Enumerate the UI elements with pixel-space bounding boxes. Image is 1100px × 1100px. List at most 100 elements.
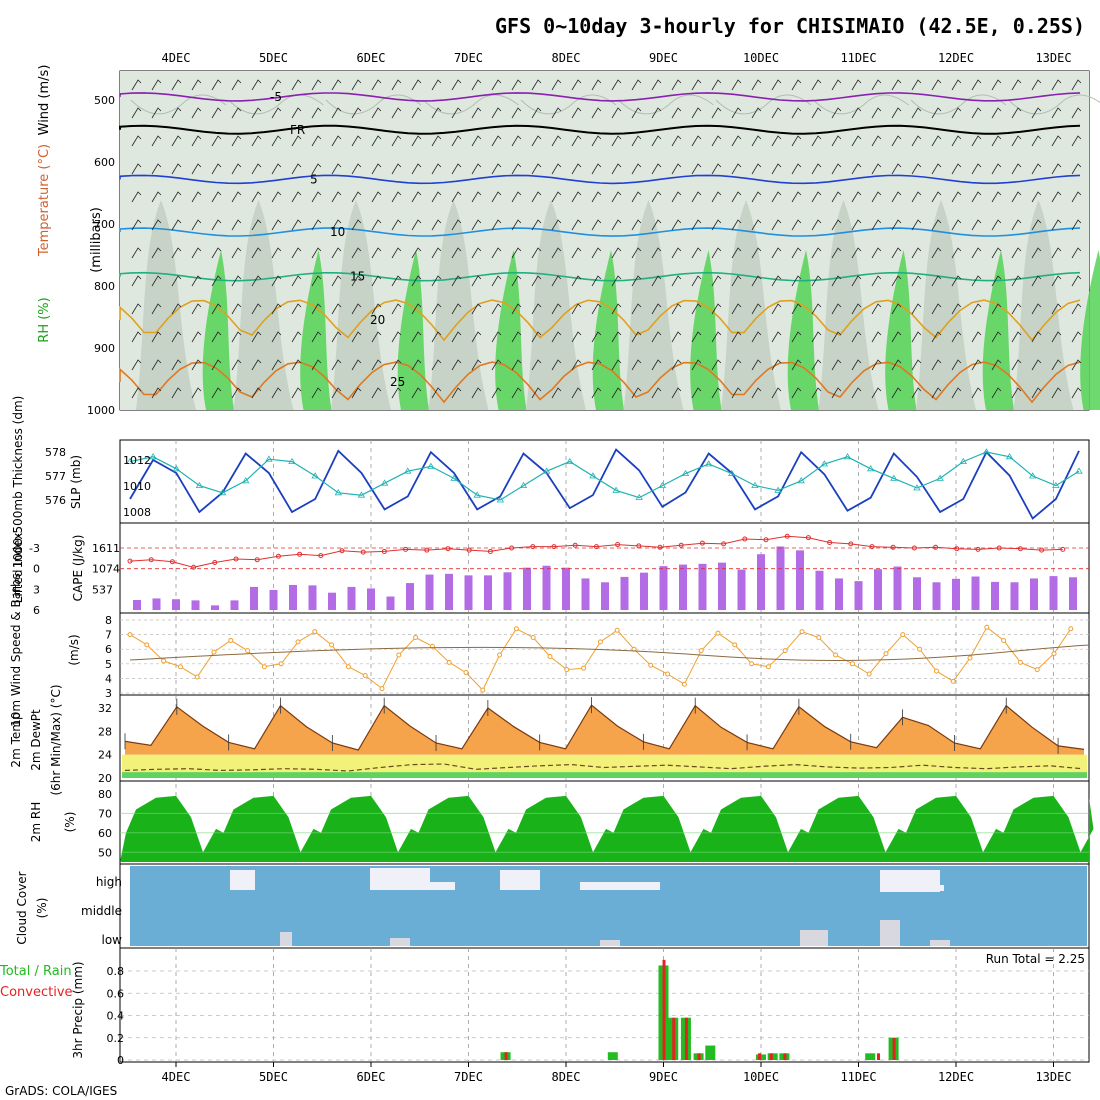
wind-barb (831, 331, 842, 343)
wind-barb (151, 135, 162, 147)
li-marker (381, 548, 387, 554)
wind-barb (611, 247, 622, 259)
wind-barb (291, 219, 302, 231)
cape-bar (464, 575, 473, 610)
wind-barb (371, 79, 382, 91)
wind-barb (751, 107, 762, 119)
wind-speed-marker (413, 635, 419, 641)
wind-barb (791, 303, 802, 315)
wind-barb (791, 79, 802, 91)
cape-bar (1030, 578, 1038, 610)
cape-bar (230, 600, 239, 610)
wind-barb (351, 79, 362, 91)
wind-barb (851, 387, 862, 399)
wind-barb (571, 135, 582, 147)
wind-barb (371, 163, 382, 175)
cape-bar (562, 567, 570, 610)
li-label: Lifted Index (11, 533, 25, 604)
wind-barb (551, 79, 562, 91)
wind-barb (131, 163, 142, 175)
precip-tick-label: 0.4 (107, 1010, 125, 1023)
wind-barb (791, 387, 802, 399)
precip-convective-bar (877, 1053, 880, 1060)
wind-barb (951, 359, 962, 371)
wind-barb (171, 191, 182, 203)
temperature-line (124, 704, 1085, 751)
wind-barb (1011, 387, 1022, 399)
day-label-bottom: 11DEC (840, 1070, 876, 1084)
li-marker (996, 545, 1002, 551)
wind-barb (451, 247, 462, 259)
wind-barb (431, 163, 442, 175)
thickness-marker (265, 455, 273, 462)
wind-barb (991, 387, 1002, 399)
rh-shade-moist (495, 250, 527, 410)
wind-barb (751, 275, 762, 287)
li-marker (254, 557, 260, 563)
thickness-marker (242, 477, 250, 484)
wind-barb (211, 107, 222, 119)
wind-barb (571, 303, 582, 315)
wind-barb (771, 163, 782, 175)
wind-speed-marker (261, 664, 267, 670)
wind-barb (971, 247, 982, 259)
wind-barb (791, 359, 802, 371)
thickness-marker (404, 467, 412, 474)
wind-barb (1071, 275, 1082, 287)
wind-barb (1051, 359, 1062, 371)
wind-barb (251, 219, 262, 231)
wind-barb (131, 359, 142, 371)
wind-barb (131, 387, 142, 399)
wind-barb (591, 359, 602, 371)
day-label-bottom: 4DEC (162, 1070, 191, 1084)
day-label-bottom: 12DEC (938, 1070, 974, 1084)
wind-barb (211, 163, 222, 175)
day-label-top: 7DEC (454, 51, 483, 65)
wind-barb (271, 387, 282, 399)
wind-barb (191, 135, 202, 147)
wind-barb (311, 219, 322, 231)
wind-barb (291, 275, 302, 287)
wind-barb (251, 303, 262, 315)
wind-barb (251, 135, 262, 147)
wind-barb (771, 135, 782, 147)
thickness-marker (936, 474, 944, 481)
wind-barb (451, 79, 462, 91)
wind-speed-marker (530, 635, 536, 641)
wind-speed-marker (1068, 626, 1074, 632)
wind-barb (451, 135, 462, 147)
wind-barb (991, 191, 1002, 203)
wind-barb (511, 275, 522, 287)
wind-barb (831, 107, 842, 119)
wind-barb (351, 359, 362, 371)
li-marker (360, 549, 366, 555)
wind-barb (671, 331, 682, 343)
wind-barb (891, 163, 902, 175)
wind-barb (291, 163, 302, 175)
wind-barb (911, 303, 922, 315)
wind-barb (531, 303, 542, 315)
thickness-marker (1005, 453, 1014, 460)
wind-barb (291, 107, 302, 119)
wind-barb (891, 219, 902, 231)
wind-barb (551, 275, 562, 287)
wind-unit-label: (m/s) (67, 634, 81, 665)
li-marker (297, 551, 303, 557)
rh-shade-moist (592, 250, 624, 410)
wind-barb (891, 191, 902, 203)
wind-barb (851, 191, 862, 203)
wind-barb (211, 359, 222, 371)
cape-bar (581, 578, 590, 610)
wind-barb (1071, 303, 1082, 315)
wind-barb (751, 247, 762, 259)
wind-barb (331, 303, 342, 315)
wind-barb (751, 163, 762, 175)
wind-barb (391, 303, 402, 315)
thickness-marker (774, 486, 782, 493)
pressure-tick-label: 800 (94, 280, 115, 293)
wind-barb (871, 191, 882, 203)
wind-barb (1051, 191, 1062, 203)
wind-barb (971, 331, 982, 343)
wind-barb (531, 219, 542, 231)
wind-barb (191, 331, 202, 343)
